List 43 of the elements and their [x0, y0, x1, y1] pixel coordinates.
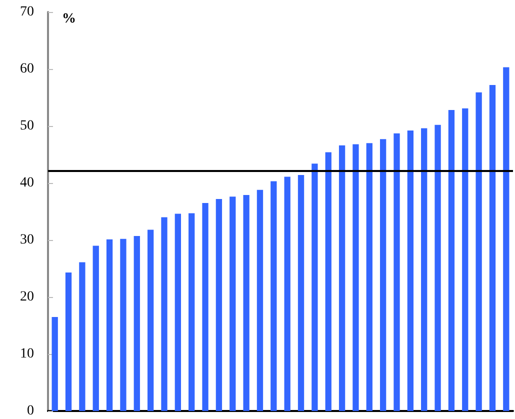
y-tick-label: 10 [20, 346, 34, 362]
bar [338, 145, 346, 411]
bar [188, 213, 195, 411]
bar [503, 67, 510, 411]
bar [134, 236, 140, 411]
bar [325, 152, 332, 411]
bar [174, 214, 182, 411]
bar [65, 272, 72, 411]
bar [407, 130, 414, 411]
y-tick-label: 0 [27, 404, 34, 418]
bar [202, 202, 208, 411]
bar [79, 262, 86, 411]
bar [448, 110, 455, 411]
bar [230, 196, 236, 411]
y-tick-label: 30 [20, 232, 34, 248]
bar [270, 181, 277, 411]
bar [284, 176, 290, 411]
bar [243, 194, 250, 411]
bar [366, 143, 372, 411]
bar [352, 144, 359, 411]
bar [120, 238, 126, 411]
y-axis-title: % [62, 12, 76, 26]
y-tick-label: 20 [20, 290, 34, 304]
bar [476, 92, 482, 411]
bar [380, 139, 386, 411]
y-tick-label: 50 [20, 118, 34, 134]
bar [216, 198, 222, 411]
bar [256, 190, 264, 411]
bar [106, 239, 113, 411]
y-tick-label: 70 [20, 4, 34, 20]
bar [312, 164, 318, 411]
bar [462, 108, 468, 411]
bar [298, 175, 304, 411]
y-tick-label: 40 [20, 176, 34, 190]
bar [147, 230, 154, 411]
bar [489, 84, 496, 411]
bar [434, 124, 441, 411]
bar [394, 133, 400, 411]
y-tick-label: 60 [20, 62, 34, 76]
bar [52, 316, 58, 411]
bar [92, 246, 99, 411]
bar [161, 217, 168, 411]
bar [421, 128, 428, 411]
